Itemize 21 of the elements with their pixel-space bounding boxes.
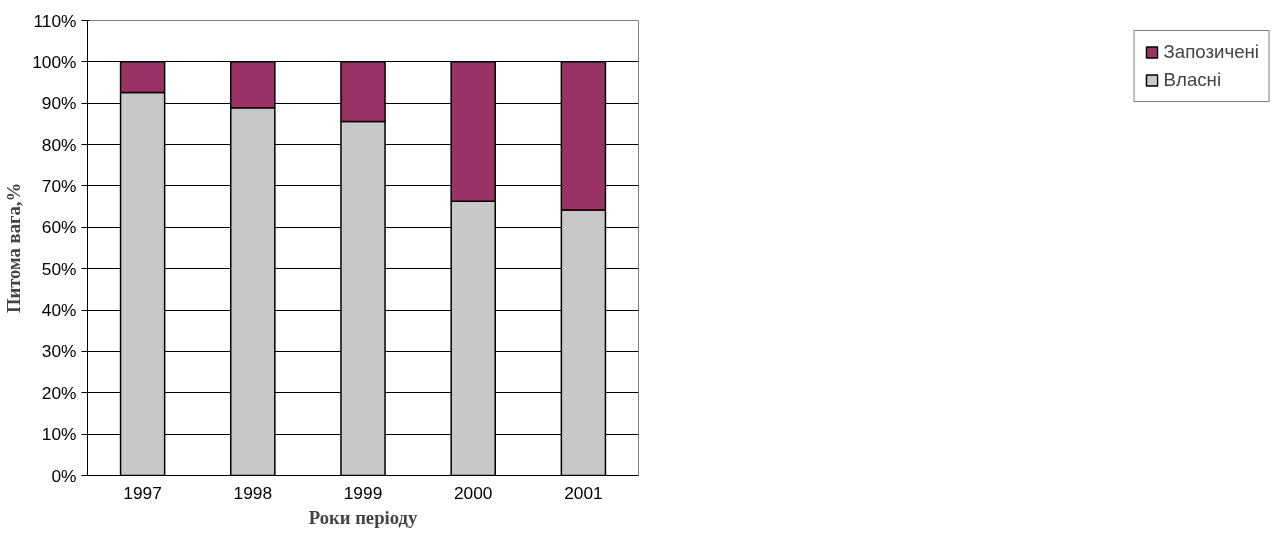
x-tick-label: 2000 <box>453 482 493 503</box>
legend-label: Власні <box>1163 69 1222 91</box>
y-tick-label: 40% <box>41 300 77 321</box>
y-tick-label: 110% <box>33 10 77 31</box>
x-tick-label: 1998 <box>233 482 273 503</box>
y-tick-label: 90% <box>41 93 77 114</box>
y-tick-label: 100% <box>32 51 77 72</box>
y-tick-label: 80% <box>41 134 77 155</box>
y-tick-label: 20% <box>41 382 77 403</box>
x-tick-label: 1999 <box>343 482 383 503</box>
y-tick-label: 30% <box>41 341 77 362</box>
y-tick-label: 0% <box>51 465 77 486</box>
legend-label: Запозичені <box>1163 41 1259 63</box>
y-tick-label: 50% <box>41 258 77 279</box>
y-axis-title: Питома вага,% <box>3 182 25 314</box>
y-tick-label: 70% <box>41 175 77 196</box>
x-tick-label: 1997 <box>123 482 162 503</box>
x-axis-title: Роки періоду <box>308 506 418 528</box>
y-tick-label: 10% <box>41 424 77 445</box>
y-tick-label: 60% <box>41 217 77 238</box>
x-tick-label: 2001 <box>564 482 603 503</box>
